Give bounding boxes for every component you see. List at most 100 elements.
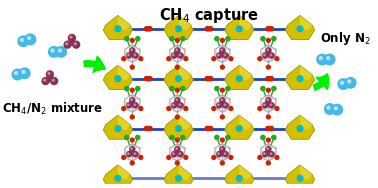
Circle shape	[220, 38, 224, 42]
FancyArrowPatch shape	[84, 56, 105, 72]
Polygon shape	[178, 115, 191, 130]
Polygon shape	[118, 165, 130, 180]
Circle shape	[173, 54, 174, 56]
Polygon shape	[300, 15, 312, 30]
Circle shape	[220, 88, 224, 92]
Circle shape	[130, 161, 134, 165]
Circle shape	[122, 155, 125, 159]
Circle shape	[184, 155, 188, 159]
Circle shape	[148, 77, 152, 81]
Circle shape	[348, 80, 351, 83]
Circle shape	[266, 101, 271, 106]
Circle shape	[266, 138, 270, 142]
Circle shape	[48, 47, 59, 57]
Circle shape	[136, 37, 140, 41]
Circle shape	[220, 48, 225, 53]
Circle shape	[28, 37, 31, 39]
Circle shape	[178, 53, 183, 58]
Circle shape	[126, 152, 132, 157]
Circle shape	[236, 126, 242, 131]
Circle shape	[179, 104, 181, 105]
Circle shape	[148, 27, 152, 31]
Circle shape	[266, 27, 270, 31]
Polygon shape	[225, 15, 254, 39]
Circle shape	[175, 38, 179, 42]
Circle shape	[115, 76, 121, 82]
Circle shape	[181, 86, 185, 91]
Circle shape	[29, 38, 30, 39]
Circle shape	[261, 86, 265, 91]
Circle shape	[264, 54, 265, 56]
Circle shape	[176, 148, 177, 149]
Circle shape	[345, 77, 356, 88]
Circle shape	[148, 126, 152, 131]
Circle shape	[20, 39, 23, 41]
Circle shape	[261, 135, 265, 139]
Circle shape	[258, 107, 262, 111]
Polygon shape	[225, 115, 254, 139]
Circle shape	[215, 135, 219, 139]
Circle shape	[341, 81, 344, 84]
Circle shape	[184, 107, 188, 111]
Circle shape	[131, 148, 132, 149]
Circle shape	[209, 27, 213, 31]
Circle shape	[338, 79, 349, 89]
Circle shape	[130, 48, 135, 53]
Circle shape	[275, 155, 279, 159]
Circle shape	[266, 88, 270, 92]
Circle shape	[115, 175, 121, 181]
Circle shape	[51, 49, 54, 52]
Circle shape	[59, 49, 61, 52]
Circle shape	[146, 27, 150, 31]
Circle shape	[128, 153, 129, 154]
Polygon shape	[118, 15, 130, 30]
Polygon shape	[225, 165, 254, 188]
Circle shape	[128, 104, 129, 105]
Circle shape	[139, 107, 143, 111]
Circle shape	[342, 83, 343, 84]
Circle shape	[270, 54, 272, 56]
Polygon shape	[103, 115, 133, 139]
Circle shape	[16, 73, 17, 74]
Text: Only N$_2$: Only N$_2$	[320, 30, 371, 47]
Circle shape	[266, 48, 271, 53]
Circle shape	[261, 37, 265, 41]
Circle shape	[215, 86, 219, 91]
Circle shape	[275, 57, 279, 61]
Circle shape	[15, 72, 18, 75]
Circle shape	[176, 99, 177, 100]
Circle shape	[175, 138, 179, 142]
Circle shape	[134, 153, 136, 154]
Polygon shape	[239, 115, 251, 130]
Circle shape	[146, 127, 150, 130]
Circle shape	[223, 152, 228, 157]
Circle shape	[212, 107, 216, 111]
Polygon shape	[239, 65, 251, 80]
Circle shape	[220, 115, 224, 119]
Circle shape	[167, 57, 170, 61]
Circle shape	[171, 152, 177, 157]
Circle shape	[224, 104, 226, 105]
Polygon shape	[178, 65, 191, 80]
Circle shape	[335, 107, 338, 110]
Circle shape	[51, 78, 57, 85]
Circle shape	[184, 57, 188, 61]
Circle shape	[167, 155, 170, 159]
Circle shape	[179, 153, 181, 154]
Circle shape	[66, 43, 68, 45]
Circle shape	[176, 126, 181, 131]
Circle shape	[269, 103, 274, 108]
Circle shape	[275, 107, 279, 111]
Circle shape	[56, 47, 67, 57]
Circle shape	[134, 54, 136, 56]
Circle shape	[267, 148, 268, 149]
Circle shape	[266, 150, 271, 155]
Circle shape	[130, 138, 134, 142]
Circle shape	[266, 65, 270, 69]
Polygon shape	[103, 65, 133, 89]
Circle shape	[220, 161, 224, 165]
Circle shape	[221, 99, 222, 100]
Circle shape	[297, 126, 303, 131]
Circle shape	[18, 36, 29, 47]
Circle shape	[266, 77, 270, 81]
